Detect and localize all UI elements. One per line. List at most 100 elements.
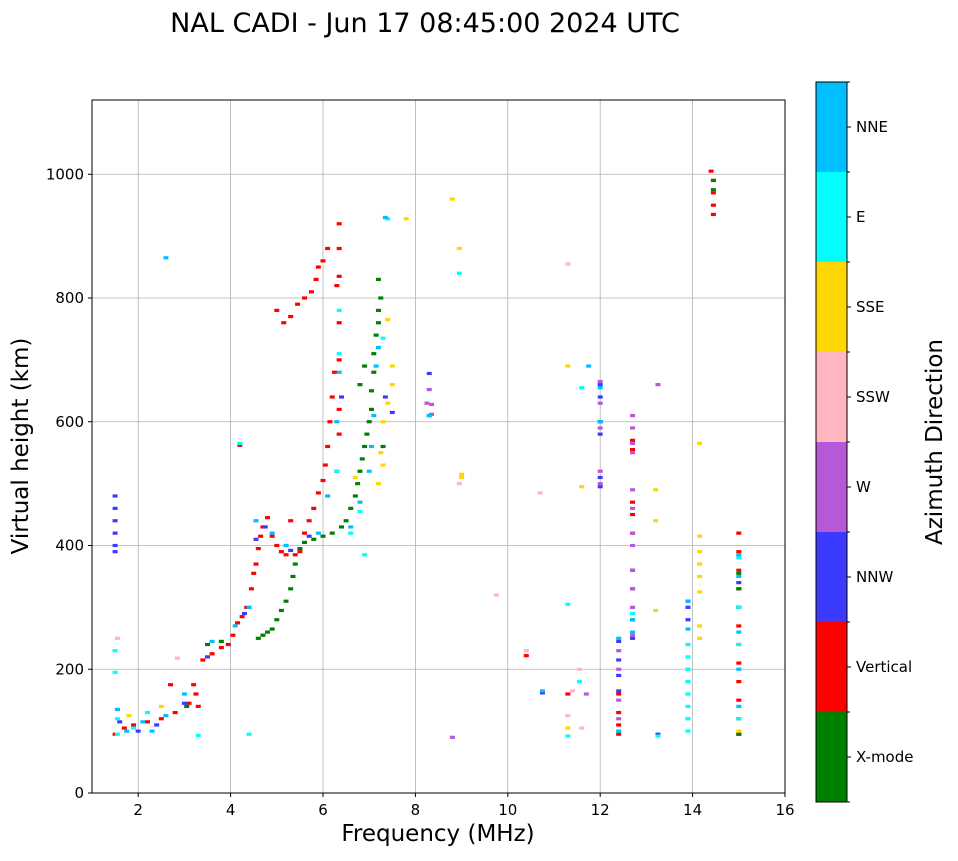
data-point bbox=[565, 734, 571, 738]
series-x-mode bbox=[184, 178, 742, 736]
data-point bbox=[426, 413, 432, 418]
data-point bbox=[389, 364, 395, 368]
data-point bbox=[232, 624, 238, 628]
data-point bbox=[685, 618, 691, 622]
series-nne bbox=[114, 215, 742, 733]
data-point bbox=[348, 525, 354, 529]
data-point bbox=[366, 469, 372, 473]
data-point bbox=[205, 655, 210, 659]
data-point bbox=[117, 720, 123, 724]
data-point bbox=[736, 717, 742, 721]
data-point bbox=[697, 624, 703, 628]
data-point bbox=[253, 562, 259, 566]
data-point bbox=[114, 717, 120, 721]
data-point bbox=[336, 352, 342, 356]
colorbar-segment bbox=[816, 262, 847, 352]
colorbar-label-e: E bbox=[856, 208, 865, 226]
y-tick-label: 800 bbox=[55, 289, 84, 307]
data-point bbox=[630, 413, 636, 418]
data-point bbox=[288, 314, 294, 319]
data-point bbox=[630, 568, 636, 572]
data-point bbox=[736, 729, 742, 733]
data-point bbox=[329, 395, 335, 399]
data-point bbox=[697, 574, 703, 579]
data-point bbox=[616, 710, 622, 715]
series-ssw bbox=[114, 262, 742, 730]
x-tick-label: 16 bbox=[775, 801, 794, 819]
data-point bbox=[630, 587, 636, 591]
data-point bbox=[325, 246, 331, 251]
data-point bbox=[290, 574, 296, 579]
data-point bbox=[327, 420, 333, 424]
data-point bbox=[380, 336, 386, 340]
data-point bbox=[597, 482, 603, 486]
data-point bbox=[315, 531, 321, 535]
data-point bbox=[336, 222, 342, 226]
colorbar-segment bbox=[816, 532, 847, 622]
colorbar-frame bbox=[815, 81, 848, 803]
data-point bbox=[685, 627, 691, 631]
data-point bbox=[630, 426, 636, 430]
data-point bbox=[382, 215, 388, 220]
data-point bbox=[149, 729, 155, 733]
data-point bbox=[283, 599, 289, 603]
series-e bbox=[112, 217, 742, 738]
data-point bbox=[616, 639, 622, 644]
data-point bbox=[184, 704, 190, 708]
data-point bbox=[597, 432, 603, 436]
y-tick-label: 400 bbox=[55, 537, 84, 555]
data-point bbox=[269, 531, 275, 535]
data-point bbox=[209, 652, 215, 656]
data-point bbox=[306, 534, 312, 538]
data-point bbox=[565, 714, 571, 718]
data-point bbox=[336, 407, 342, 411]
data-point bbox=[373, 333, 379, 337]
data-point bbox=[736, 574, 742, 579]
data-point bbox=[389, 410, 395, 415]
data-point bbox=[375, 482, 381, 486]
data-point bbox=[112, 670, 118, 674]
data-point bbox=[274, 543, 280, 548]
data-point bbox=[112, 543, 118, 548]
data-point bbox=[288, 519, 294, 523]
data-point bbox=[597, 395, 603, 399]
data-point bbox=[163, 714, 169, 718]
data-point bbox=[385, 401, 391, 405]
data-point bbox=[158, 704, 164, 708]
data-point bbox=[579, 485, 585, 489]
data-point bbox=[336, 246, 342, 251]
x-tick-label: 4 bbox=[226, 801, 236, 819]
data-point bbox=[630, 630, 636, 634]
data-point bbox=[371, 352, 377, 356]
data-point bbox=[579, 726, 585, 730]
data-point bbox=[348, 531, 354, 535]
x-axis-label: Frequency (MHz) bbox=[341, 821, 534, 847]
data-point bbox=[616, 723, 622, 727]
data-point bbox=[320, 259, 326, 263]
data-point bbox=[292, 553, 298, 557]
colorbar-label-sse: SSE bbox=[856, 298, 885, 316]
data-point bbox=[710, 191, 716, 195]
data-point bbox=[685, 655, 691, 659]
data-point bbox=[325, 494, 331, 498]
colorbar-segment bbox=[816, 712, 847, 802]
data-point bbox=[114, 732, 120, 736]
colorbar-label-vertical: Vertical bbox=[856, 658, 912, 676]
data-point bbox=[616, 729, 622, 733]
data-point bbox=[456, 246, 462, 251]
data-marks bbox=[112, 169, 742, 739]
x-tick-label: 8 bbox=[411, 801, 421, 819]
data-point bbox=[195, 733, 201, 738]
data-point bbox=[429, 402, 435, 407]
data-point bbox=[112, 519, 118, 523]
data-point bbox=[736, 642, 742, 647]
data-point bbox=[576, 680, 582, 684]
data-point bbox=[302, 296, 308, 300]
data-point bbox=[255, 636, 261, 640]
data-point bbox=[736, 550, 742, 554]
data-point bbox=[325, 444, 331, 449]
data-point bbox=[616, 649, 622, 653]
data-point bbox=[685, 599, 691, 603]
data-point bbox=[140, 720, 146, 724]
data-point bbox=[630, 451, 636, 455]
